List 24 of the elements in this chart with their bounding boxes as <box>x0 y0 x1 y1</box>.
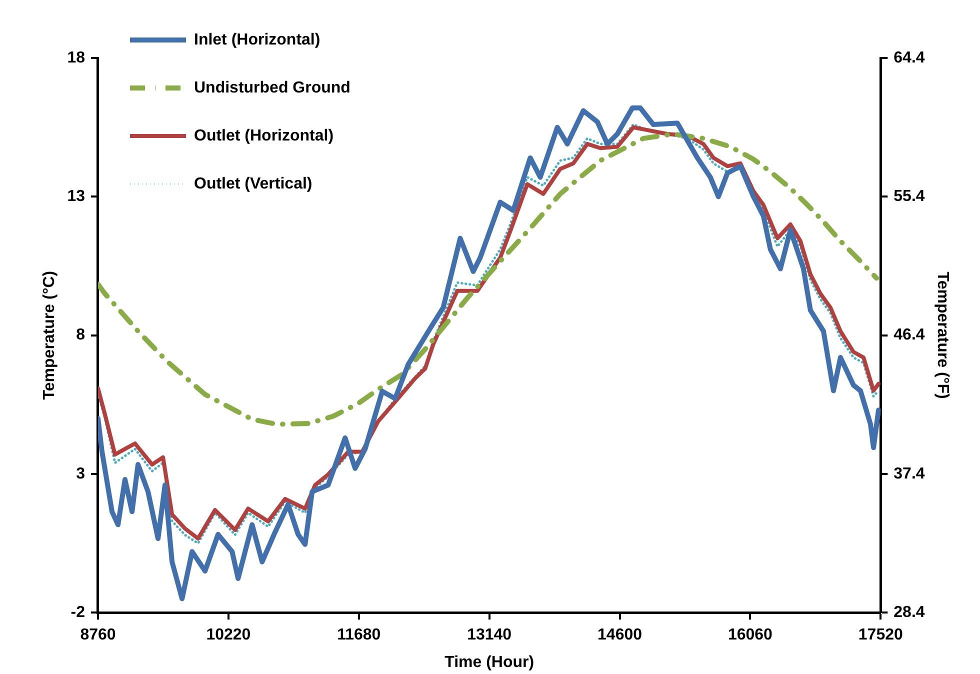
y-tick-label: 13 <box>67 188 86 206</box>
y-tick-label: -2 <box>70 604 86 622</box>
legend-label: Inlet (Horizontal) <box>194 31 320 48</box>
legend-label: Outlet (Vertical) <box>194 175 312 192</box>
x-tick-label: 14600 <box>598 626 642 644</box>
x-tick-label: 10220 <box>206 626 251 644</box>
y-axis-title: Temperature (°C) <box>41 270 58 400</box>
y2-tick-label: 28.4 <box>894 604 925 622</box>
x-tick-label: 8760 <box>80 626 116 644</box>
x-tick-label: 16060 <box>728 626 773 644</box>
x-axis-title: Time (Hour) <box>444 654 534 671</box>
y-tick-label: 3 <box>76 465 86 482</box>
y-tick-label: 8 <box>76 326 86 344</box>
x-tick-label: 13140 <box>467 626 512 644</box>
y2-tick-label: 46.4 <box>894 326 925 344</box>
y-tick-label: 18 <box>67 49 86 66</box>
y2-axis-title: Temperature (°F) <box>934 272 951 399</box>
y2-tick-label: 37.4 <box>894 465 925 482</box>
x-tick-label: 11680 <box>337 626 381 644</box>
y2-tick-label: 55.4 <box>894 188 925 206</box>
legend-label: Outlet (Horizontal) <box>194 127 334 144</box>
legend-label: Undisturbed Ground <box>194 79 350 96</box>
x-tick-label: 17520 <box>858 626 904 644</box>
y2-tick-label: 64.4 <box>894 49 925 66</box>
